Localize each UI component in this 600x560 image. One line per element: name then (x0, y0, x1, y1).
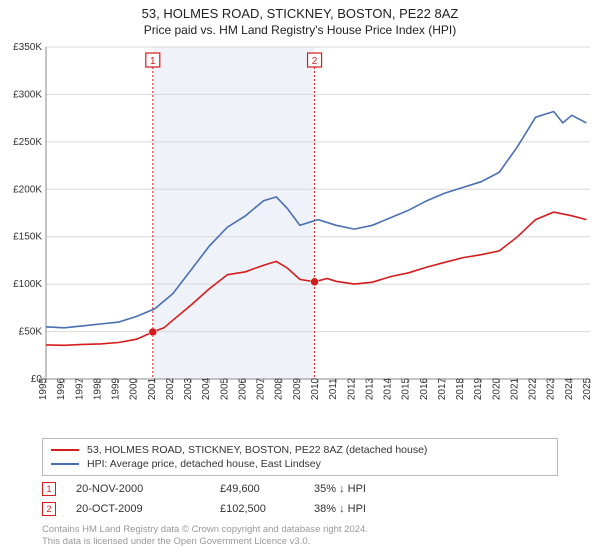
chart-area: £0£50K£100K£150K£200K£250K£300K£350K1995… (0, 39, 600, 434)
x-tick-label: 2000 (129, 377, 140, 400)
x-tick-label: 2007 (256, 377, 267, 400)
x-tick-label: 2001 (147, 377, 158, 400)
y-tick-label: £100K (13, 279, 42, 290)
x-tick-label: 2018 (455, 377, 466, 400)
reference-marker-number: 1 (150, 56, 156, 67)
x-tick-label: 1997 (74, 377, 85, 400)
sale-date: 20-OCT-2009 (76, 503, 206, 515)
x-tick-label: 2020 (491, 377, 502, 400)
attribution-line1: Contains HM Land Registry data © Crown c… (42, 524, 558, 536)
x-tick-label: 2024 (564, 377, 575, 400)
legend-swatch (51, 463, 79, 465)
x-tick-label: 2019 (473, 377, 484, 400)
y-tick-label: £300K (13, 89, 42, 100)
x-tick-label: 2015 (401, 377, 412, 400)
legend-label: 53, HOLMES ROAD, STICKNEY, BOSTON, PE22 … (87, 444, 427, 456)
x-tick-label: 2006 (237, 377, 248, 400)
chart-title-sub: Price paid vs. HM Land Registry's House … (0, 23, 600, 37)
x-tick-label: 2022 (528, 377, 539, 400)
x-tick-label: 1999 (111, 377, 122, 400)
sale-hpi-delta: 38% ↓ HPI (314, 503, 366, 515)
y-tick-label: £350K (13, 42, 42, 53)
legend-swatch (51, 449, 79, 451)
sale-date: 20-NOV-2000 (76, 483, 206, 495)
attribution-text: Contains HM Land Registry data © Crown c… (42, 524, 558, 548)
legend-row: HPI: Average price, detached house, East… (51, 457, 549, 471)
sale-annotations: 1 20-NOV-2000 £49,600 35% ↓ HPI 2 20-OCT-2009… (0, 482, 600, 516)
legend: 53, HOLMES ROAD, STICKNEY, BOSTON, PE22 … (42, 438, 558, 476)
x-tick-label: 1998 (92, 377, 103, 400)
y-tick-label: £200K (13, 184, 42, 195)
series-hpi (46, 112, 586, 328)
x-tick-label: 2012 (346, 377, 357, 400)
x-tick-label: 1995 (38, 377, 49, 400)
x-tick-label: 2021 (509, 377, 520, 400)
legend-label: HPI: Average price, detached house, East… (87, 458, 321, 470)
x-tick-label: 2009 (292, 377, 303, 400)
chart-svg: £0£50K£100K£150K£200K£250K£300K£350K1995… (0, 39, 600, 434)
x-tick-label: 2017 (437, 377, 448, 400)
x-tick-label: 2002 (165, 377, 176, 400)
sale-row: 2 20-OCT-2009 £102,500 38% ↓ HPI (42, 502, 558, 516)
chart-title-main: 53, HOLMES ROAD, STICKNEY, BOSTON, PE22 … (0, 6, 600, 21)
sale-row: 1 20-NOV-2000 £49,600 35% ↓ HPI (42, 482, 558, 496)
x-tick-label: 2023 (546, 377, 557, 400)
legend-row: 53, HOLMES ROAD, STICKNEY, BOSTON, PE22 … (51, 443, 549, 457)
x-tick-label: 2025 (582, 377, 593, 400)
x-tick-label: 2003 (183, 377, 194, 400)
series-price_paid-marker (311, 278, 319, 286)
sale-marker-box: 1 (42, 482, 56, 496)
x-tick-label: 2005 (219, 377, 230, 400)
x-tick-label: 2014 (383, 377, 394, 400)
x-tick-label: 2010 (310, 377, 321, 400)
x-tick-label: 2011 (328, 378, 339, 400)
sale-hpi-delta: 35% ↓ HPI (314, 483, 366, 495)
x-tick-label: 2016 (419, 377, 430, 400)
sale-price: £102,500 (220, 503, 300, 515)
attribution-line2: This data is licensed under the Open Gov… (42, 536, 558, 548)
series-price_paid-marker (149, 328, 157, 336)
y-tick-label: £250K (13, 137, 42, 148)
x-tick-label: 1996 (56, 377, 67, 400)
x-tick-label: 2013 (364, 377, 375, 400)
reference-marker-number: 2 (312, 56, 318, 67)
y-tick-label: £50K (19, 327, 43, 338)
x-tick-label: 2008 (274, 377, 285, 400)
y-tick-label: £150K (13, 232, 42, 243)
chart-title-block: 53, HOLMES ROAD, STICKNEY, BOSTON, PE22 … (0, 0, 600, 39)
sale-price: £49,600 (220, 483, 300, 495)
sale-marker-box: 2 (42, 502, 56, 516)
x-tick-label: 2004 (201, 377, 212, 400)
